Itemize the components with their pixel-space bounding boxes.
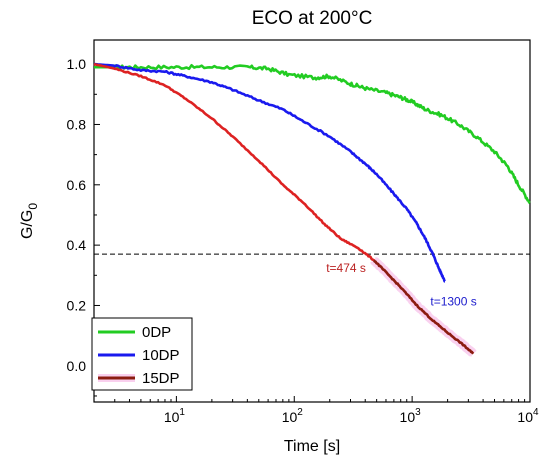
plot-frame: [93, 39, 531, 403]
x-tick-label: 102: [282, 407, 304, 425]
chart-title: ECO at 200°C: [252, 8, 373, 29]
x-tick-label: 104: [517, 407, 539, 425]
y-tick-label: 0.4: [67, 237, 87, 253]
y-axis-title: G/G0: [19, 203, 40, 239]
x-tick-label: 103: [400, 407, 422, 425]
x-tick-exponent: 1: [179, 407, 185, 418]
series-overlay-15dp: [372, 259, 475, 355]
y-tick-label: 0.8: [67, 116, 87, 132]
x-tick-exponent: 4: [533, 407, 539, 418]
annotation-layer: t=474 s t=1300 s: [326, 261, 477, 308]
y-tick-label: 0.0: [67, 358, 87, 374]
x-tick-base: 10: [164, 409, 180, 425]
y-tick-label: 1.0: [67, 56, 87, 72]
legend-label-0dp: 0DP: [142, 324, 171, 341]
x-tick-base: 10: [400, 409, 416, 425]
series-line-10dp: [93, 62, 446, 283]
y-tick-label: 0.6: [67, 177, 87, 193]
y-axis-title-sub: 0: [26, 203, 40, 210]
x-tick-label: 101: [164, 407, 186, 425]
series-line-0dp: [94, 64, 531, 205]
x-tick-base: 10: [517, 409, 533, 425]
x-tick-base: 10: [282, 409, 298, 425]
annotation-t1300: t=1300 s: [430, 294, 476, 308]
x-tick-exponent: 3: [415, 407, 421, 418]
legend-label-10dp: 10DP: [142, 347, 180, 364]
legend-label-15dp: 15DP: [142, 370, 180, 387]
legend: 0DP 10DP 15DP: [91, 317, 193, 391]
x-tick-exponent: 2: [297, 407, 303, 418]
annotation-t474: t=474 s: [326, 261, 366, 275]
x-axis-title: Time [s]: [284, 438, 340, 455]
y-tick-label: 0.2: [67, 297, 87, 313]
y-axis-title-main: G/G: [19, 210, 36, 239]
series-layer: [93, 62, 531, 358]
